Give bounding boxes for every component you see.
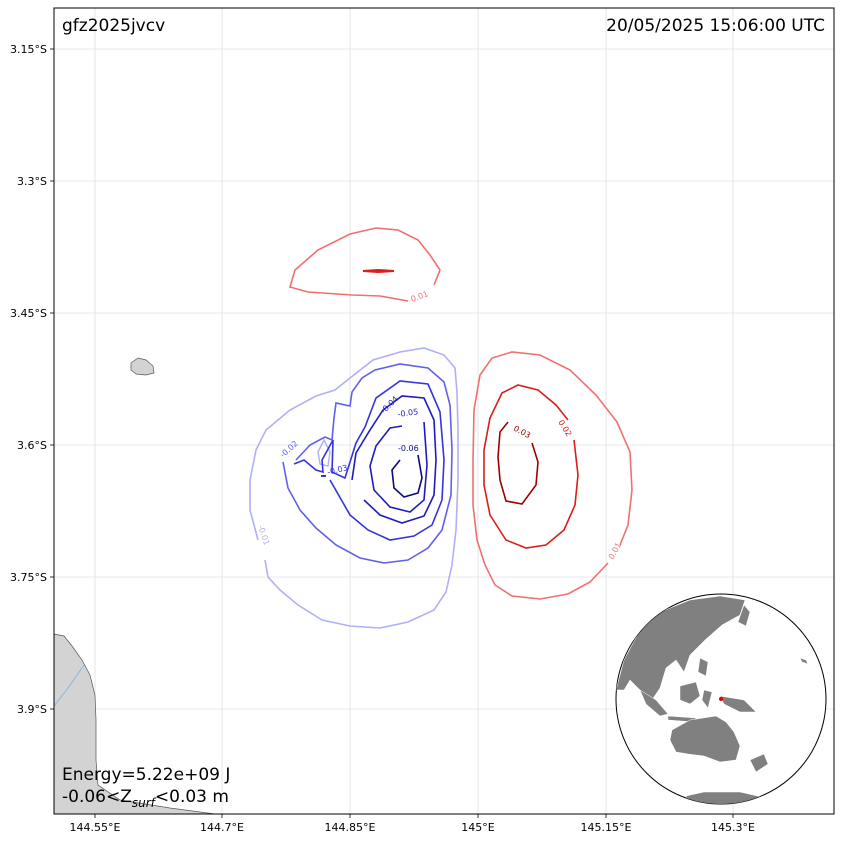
- contour-pos-0.01-top: [289, 227, 441, 302]
- zsurf-prefix: -0.06<Z: [62, 787, 132, 807]
- zsurf-suffix: <0.03 m: [155, 787, 229, 807]
- x-tick-label: 145.15°E: [581, 821, 632, 834]
- coastline-landmass: [54, 633, 216, 814]
- globe-new-guinea: [719, 695, 757, 713]
- inset-globe: [615, 593, 827, 805]
- contour-neg-0.06: [391, 454, 423, 498]
- y-tick-label: 3.6°S: [17, 439, 47, 452]
- contour-neg-0.03: [293, 380, 445, 541]
- map-frame: [53, 7, 835, 815]
- y-tick-label: 3.3°S: [17, 175, 47, 188]
- contour-neg-0.02-inner: [317, 438, 331, 467]
- x-tick-label: 145.3°E: [711, 821, 755, 834]
- tick-marks: [50, 48, 734, 818]
- contour-label-neg-0.06: -0.06: [398, 444, 419, 453]
- globe-new-zealand: [749, 753, 769, 773]
- globe-philippines: [697, 657, 709, 677]
- zsurf-range: -0.06<Zsurf<0.03 m: [62, 787, 229, 810]
- y-tick-label: 3.45°S: [10, 307, 47, 320]
- contour-pos-0.03: [497, 421, 539, 505]
- globe-australia: [669, 715, 741, 763]
- x-tick-label: 145°E: [461, 821, 494, 834]
- globe-pacific-island: [799, 657, 809, 665]
- contour-label-neg-0.05: -0.05: [397, 407, 419, 419]
- y-tick-labels: 3.15°S 3.3°S 3.45°S 3.6°S 3.75°S 3.9°S: [10, 43, 47, 716]
- globe-sulawesi: [701, 689, 713, 709]
- globe-sumatra: [639, 689, 669, 717]
- contour-pos-0.01-right: [472, 351, 633, 600]
- globe-japan: [737, 604, 751, 627]
- y-tick-label: 3.75°S: [10, 571, 47, 584]
- y-tick-label: 3.9°S: [17, 703, 47, 716]
- contour-pos-0.02: [483, 384, 579, 549]
- zsurf-subscript: surf: [132, 796, 157, 810]
- x-tick-labels: 144.55°E 144.7°E 144.85°E 145°E 145.15°E…: [70, 821, 755, 834]
- event-id: gfz2025jvcv: [62, 16, 165, 36]
- event-datetime: 20/05/2025 15:06:00 UTC: [606, 16, 825, 36]
- energy-text: Energy=5.22e+09 J: [62, 765, 230, 785]
- contour-neg-0.04: [351, 395, 437, 524]
- gridlines: [54, 8, 834, 814]
- x-tick-label: 144.55°E: [70, 821, 121, 834]
- y-tick-label: 3.15°S: [10, 43, 47, 56]
- x-tick-label: 144.7°E: [200, 821, 244, 834]
- contour-neg-0.02: [282, 363, 453, 564]
- x-tick-label: 144.85°E: [325, 821, 376, 834]
- contour-neg-0.01: [249, 347, 459, 629]
- epicenter-marker: [719, 697, 723, 701]
- contour-pos-0.02-top: [362, 268, 395, 274]
- small-island: [130, 357, 155, 376]
- contour-neg-0.05: [369, 421, 428, 513]
- river-line: [54, 664, 85, 707]
- wave-contours: [249, 227, 633, 629]
- globe-borneo: [679, 681, 701, 705]
